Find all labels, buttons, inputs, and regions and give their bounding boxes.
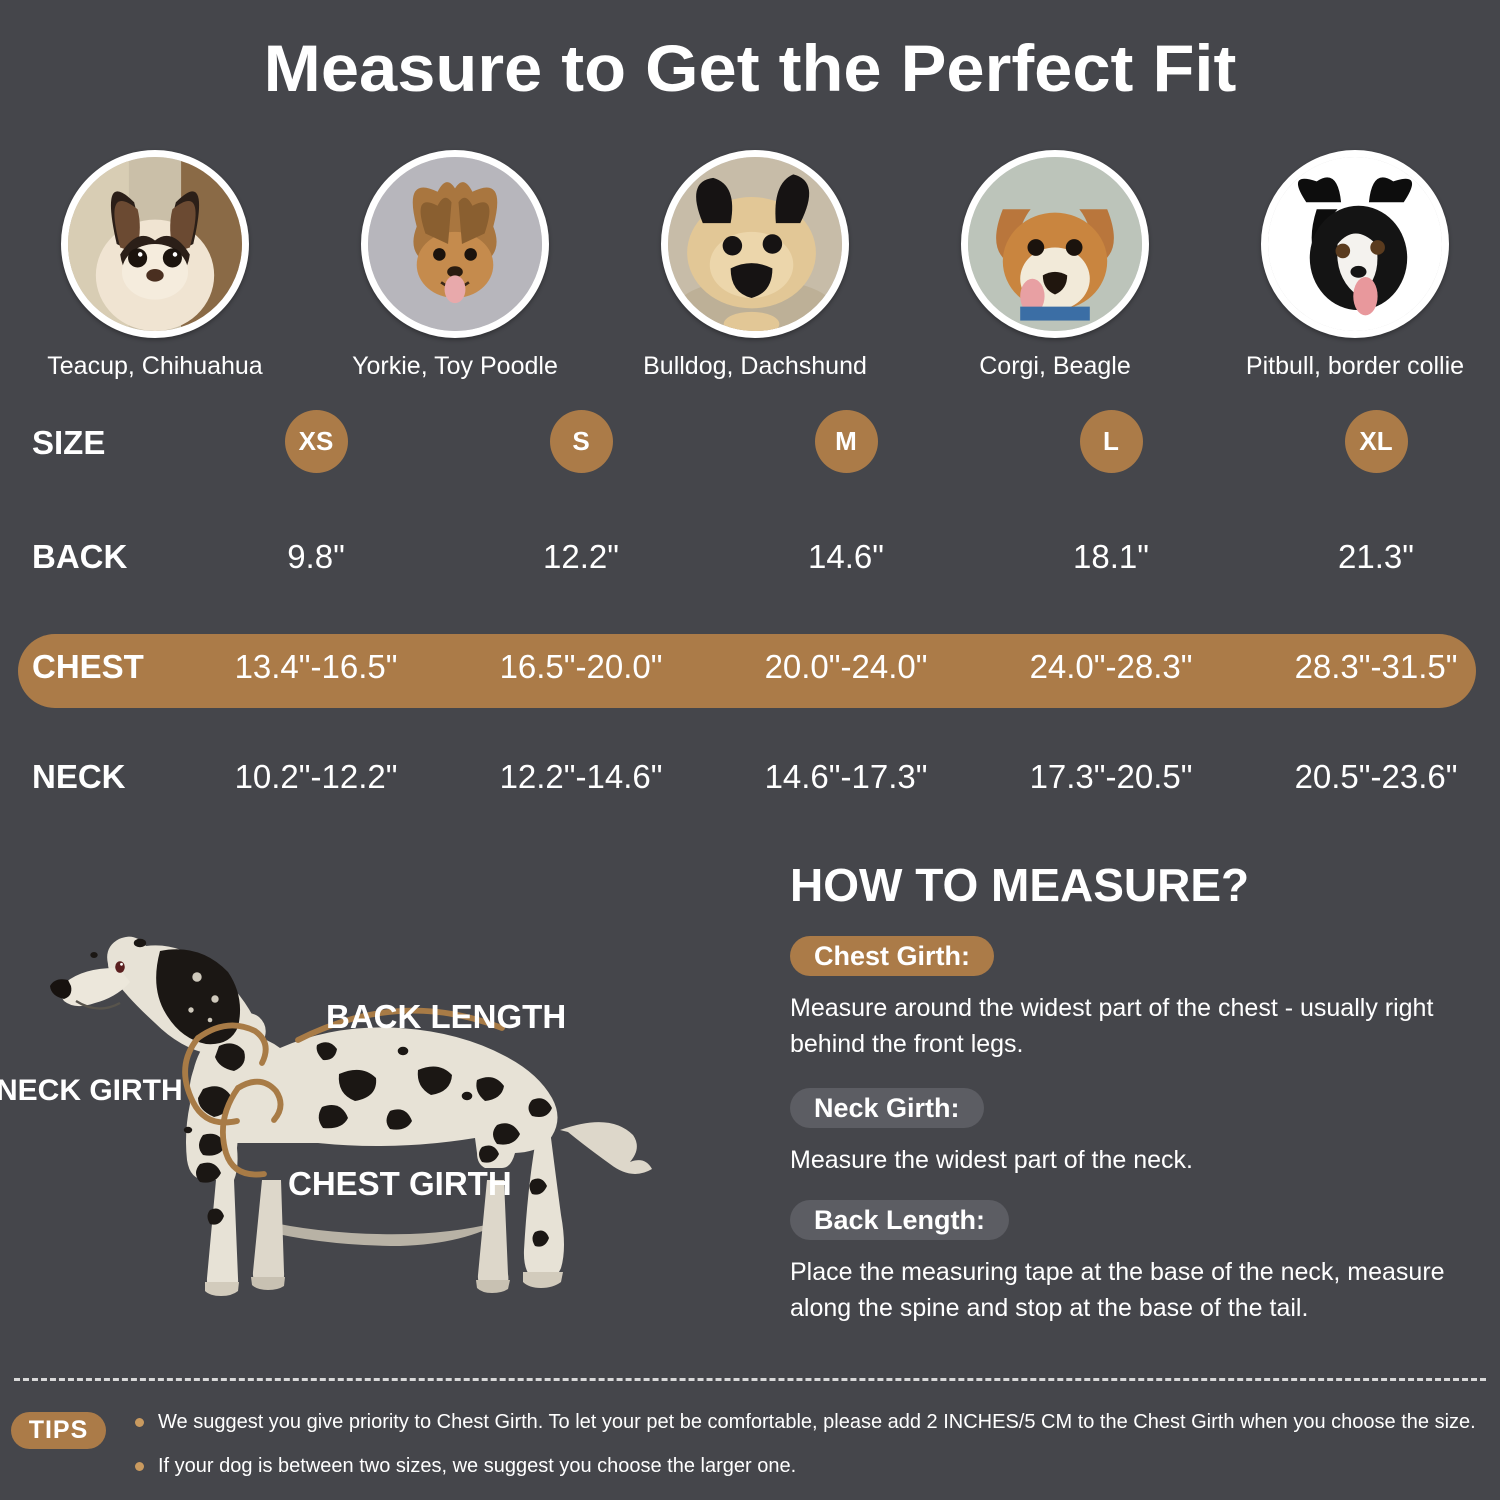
svg-text:BACK LENGTH: BACK LENGTH — [326, 998, 566, 1035]
svg-text:NECK GIRTH: NECK GIRTH — [0, 1074, 183, 1107]
svg-text:CHEST GIRTH: CHEST GIRTH — [288, 1165, 512, 1202]
